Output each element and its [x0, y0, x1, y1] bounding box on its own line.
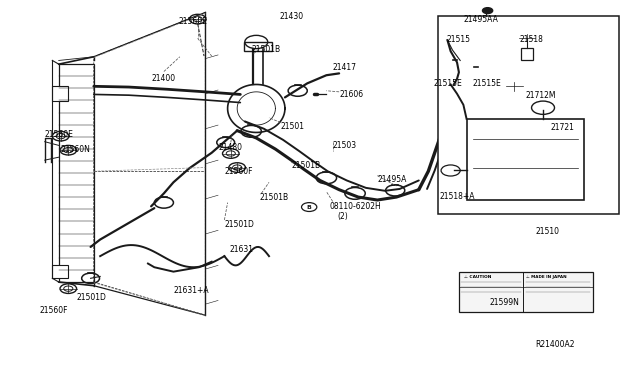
Text: 21503: 21503 [333, 141, 357, 150]
Text: 21501B: 21501B [252, 45, 280, 54]
Text: ⚠ CAUTION: ⚠ CAUTION [464, 275, 492, 279]
Text: 21501: 21501 [280, 122, 305, 131]
Text: 21599N: 21599N [490, 298, 520, 307]
Text: ⚠ MADE IN JAPAN: ⚠ MADE IN JAPAN [526, 275, 567, 279]
Bar [52, 265, 68, 278]
Text: 21495AA: 21495AA [463, 15, 498, 23]
Text: 21501B: 21501B [259, 193, 289, 202]
Text: 21495A: 21495A [378, 175, 407, 184]
Text: 21510: 21510 [536, 227, 559, 235]
Text: 21560E: 21560E [178, 17, 207, 26]
Text: 21515E: 21515E [472, 79, 501, 88]
Bar [438, 16, 620, 214]
Text: 21501D: 21501D [77, 293, 106, 302]
Text: 08110-6202H: 08110-6202H [330, 202, 381, 211]
Text: 21606: 21606 [339, 90, 364, 99]
Text: 21560F: 21560F [40, 306, 68, 315]
Text: 21560E: 21560E [45, 130, 74, 139]
Text: 21515E: 21515E [433, 79, 462, 88]
Text: 21631: 21631 [230, 245, 253, 254]
Text: 21400: 21400 [152, 74, 176, 83]
Text: 21417: 21417 [333, 63, 356, 72]
Text: R21400A2: R21400A2 [536, 340, 575, 349]
Text: 21712M: 21712M [525, 91, 556, 100]
Bar [52, 86, 68, 101]
Text: 21501B: 21501B [291, 161, 321, 170]
Text: 21518+A: 21518+A [439, 192, 475, 201]
Text: (2): (2) [338, 212, 349, 221]
Bar [59, 64, 94, 282]
Bar [459, 272, 593, 312]
Bar [467, 119, 584, 200]
Bar [244, 42, 272, 51]
Text: 21721: 21721 [550, 123, 575, 132]
Circle shape [483, 8, 493, 13]
Text: 21560F: 21560F [224, 167, 253, 176]
Text: 21501D: 21501D [225, 220, 254, 229]
Text: 21631+A: 21631+A [173, 286, 209, 295]
Text: 21480: 21480 [219, 143, 243, 152]
Text: 21560N: 21560N [60, 145, 90, 154]
Text: 21430: 21430 [279, 12, 303, 21]
Bar [521, 48, 534, 61]
Text: 21515: 21515 [447, 35, 471, 44]
Text: 21518: 21518 [520, 35, 543, 44]
Text: B: B [307, 205, 312, 209]
